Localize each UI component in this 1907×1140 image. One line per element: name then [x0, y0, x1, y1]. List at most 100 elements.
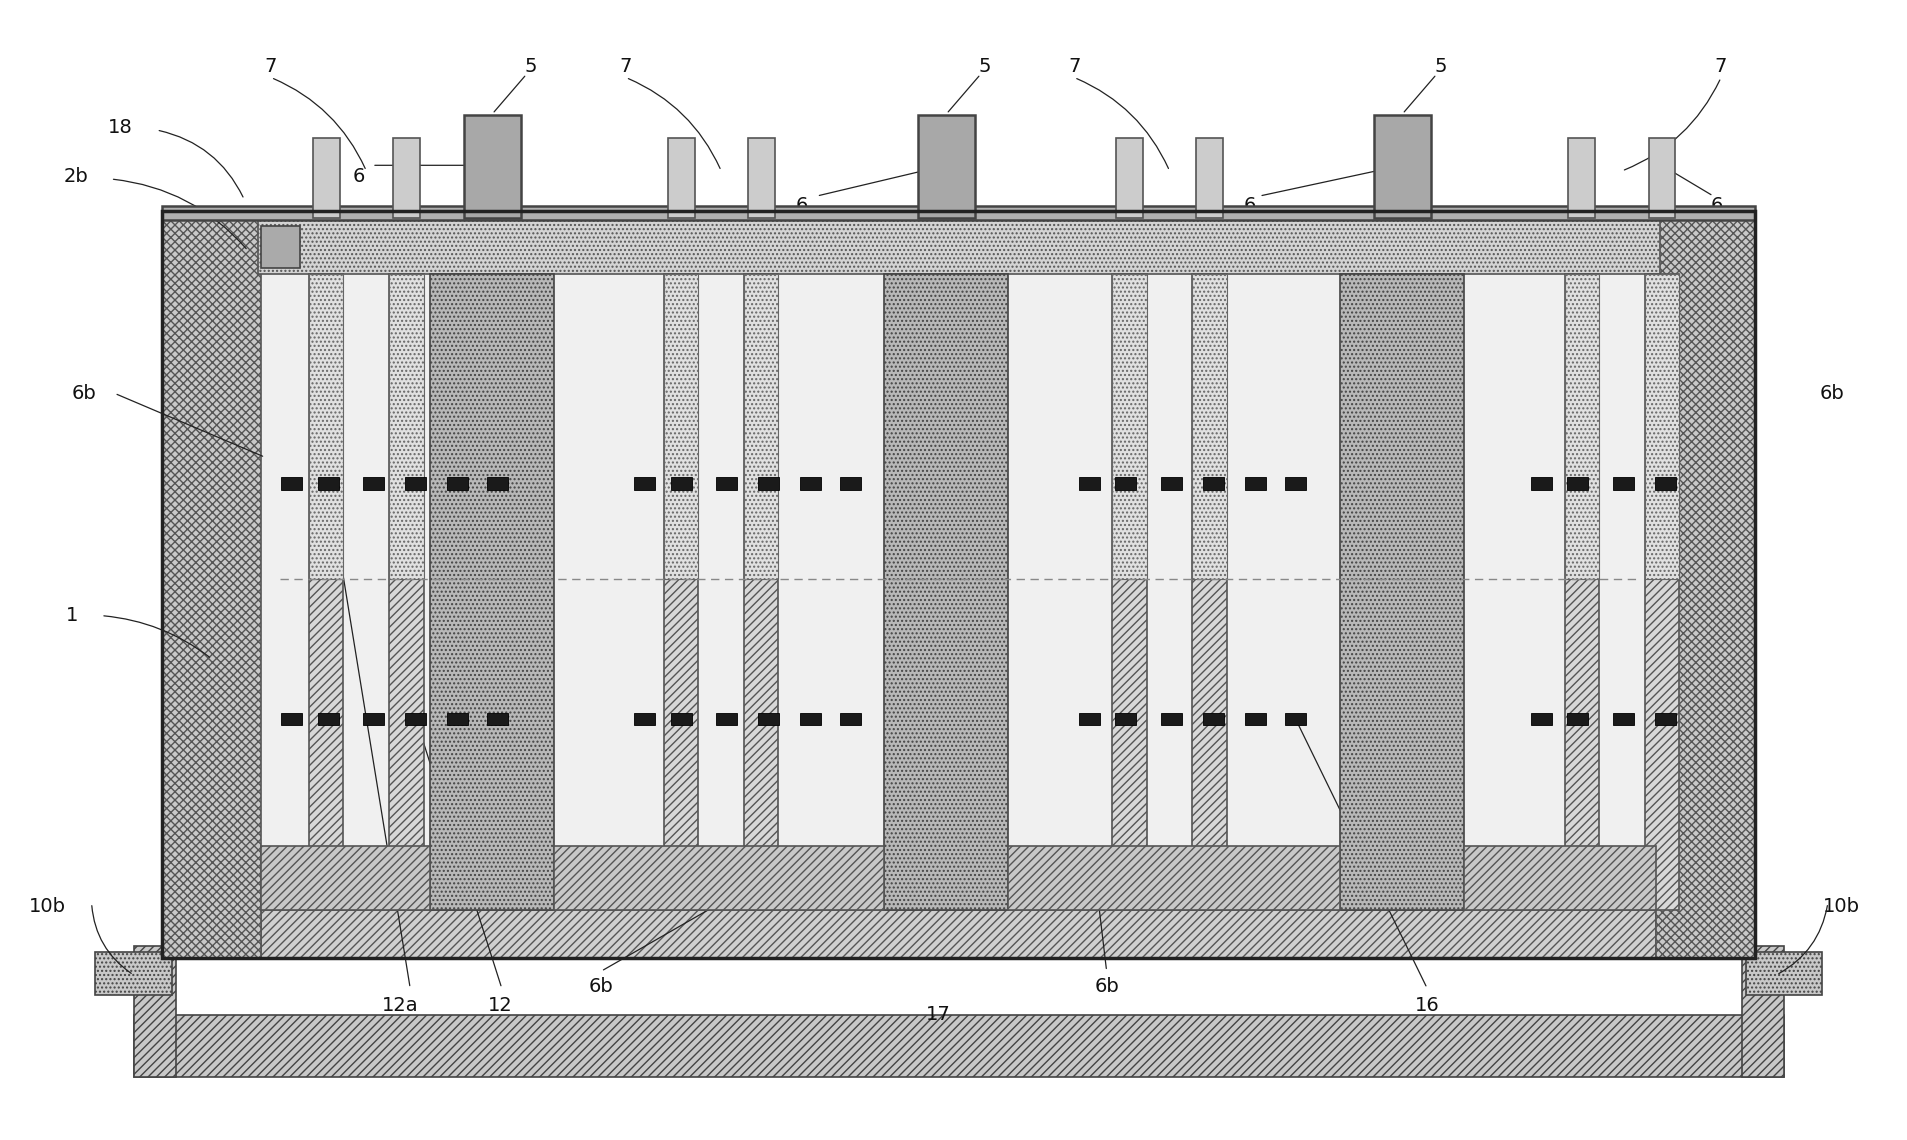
Bar — [1114, 478, 1137, 490]
Text: 12a: 12a — [381, 996, 420, 1015]
Bar — [759, 712, 780, 725]
Bar — [1201, 478, 1224, 490]
Bar — [1568, 138, 1594, 218]
Bar — [759, 478, 780, 490]
Bar — [446, 478, 467, 490]
Bar — [1531, 712, 1552, 725]
Bar — [671, 478, 690, 490]
Bar — [431, 274, 553, 910]
Bar — [885, 274, 1007, 910]
Bar — [393, 138, 420, 218]
Bar — [261, 910, 1655, 958]
Bar — [261, 274, 1655, 910]
Bar — [717, 712, 736, 725]
Bar — [839, 478, 862, 490]
Text: 10b: 10b — [29, 897, 67, 915]
Bar — [633, 478, 656, 490]
Bar — [664, 274, 698, 579]
Text: 1: 1 — [67, 606, 78, 625]
Bar — [1741, 946, 1783, 1077]
Bar — [1114, 712, 1137, 725]
Bar — [633, 712, 656, 725]
Bar — [162, 211, 261, 958]
Bar — [95, 952, 172, 995]
Bar — [664, 274, 698, 910]
Bar — [1644, 274, 1678, 579]
Bar — [317, 478, 338, 490]
Bar — [1653, 712, 1674, 725]
Bar — [257, 211, 1659, 274]
Bar — [1007, 846, 1339, 910]
Bar — [1196, 138, 1222, 218]
Text: 17: 17 — [927, 1005, 950, 1024]
Bar — [1644, 274, 1678, 910]
Bar — [261, 846, 431, 910]
Bar — [1339, 274, 1465, 910]
Bar — [1079, 712, 1098, 725]
Text: 5: 5 — [978, 57, 990, 75]
Text: 7: 7 — [620, 57, 631, 75]
Bar — [839, 712, 862, 725]
Text: 5: 5 — [524, 57, 536, 75]
Bar — [667, 138, 694, 218]
Bar — [1566, 712, 1587, 725]
Bar — [799, 712, 820, 725]
Text: 6: 6 — [1243, 196, 1255, 214]
Text: 6b: 6b — [589, 977, 612, 995]
Text: 6b: 6b — [1819, 384, 1842, 402]
Text: 10b: 10b — [1821, 897, 1859, 915]
Bar — [1116, 138, 1142, 218]
Bar — [488, 712, 507, 725]
Bar — [488, 478, 507, 490]
Bar — [309, 274, 343, 910]
Text: 6: 6 — [1711, 196, 1722, 214]
Bar — [389, 274, 423, 579]
Text: 6b: 6b — [1095, 977, 1118, 995]
Bar — [1245, 712, 1266, 725]
Bar — [389, 274, 423, 910]
Bar — [1192, 274, 1226, 910]
Bar — [162, 206, 1754, 220]
Bar — [404, 712, 425, 725]
Bar — [1192, 274, 1226, 579]
Text: 18: 18 — [109, 119, 132, 137]
Bar — [1655, 211, 1754, 958]
Text: 7: 7 — [265, 57, 277, 75]
Bar — [133, 946, 175, 1077]
Bar — [317, 712, 338, 725]
Bar — [671, 712, 690, 725]
Bar — [1566, 478, 1587, 490]
Bar — [282, 478, 301, 490]
Bar — [1648, 138, 1674, 218]
Bar — [744, 274, 778, 910]
Bar — [1285, 712, 1306, 725]
Bar — [1531, 478, 1552, 490]
Bar — [404, 478, 425, 490]
Bar — [553, 846, 885, 910]
Bar — [463, 115, 521, 218]
Bar — [1285, 478, 1306, 490]
Bar — [133, 1015, 1783, 1077]
Bar — [1613, 478, 1632, 490]
Bar — [1245, 478, 1266, 490]
Bar — [1564, 274, 1598, 910]
Bar — [261, 226, 299, 268]
Bar — [917, 115, 974, 218]
Bar — [744, 274, 778, 579]
Bar — [1373, 115, 1430, 218]
Bar — [1079, 478, 1098, 490]
Bar — [309, 274, 343, 579]
Text: 2b: 2b — [65, 168, 88, 186]
Bar — [1201, 712, 1224, 725]
Bar — [446, 712, 467, 725]
Text: 6: 6 — [795, 196, 807, 214]
Bar — [1564, 274, 1598, 579]
Text: 7: 7 — [1714, 57, 1726, 75]
Bar — [362, 712, 385, 725]
Bar — [1653, 478, 1674, 490]
Bar — [1112, 274, 1146, 579]
Bar — [362, 478, 385, 490]
Bar — [1112, 274, 1146, 910]
Bar — [717, 478, 736, 490]
Text: 7: 7 — [1068, 57, 1079, 75]
